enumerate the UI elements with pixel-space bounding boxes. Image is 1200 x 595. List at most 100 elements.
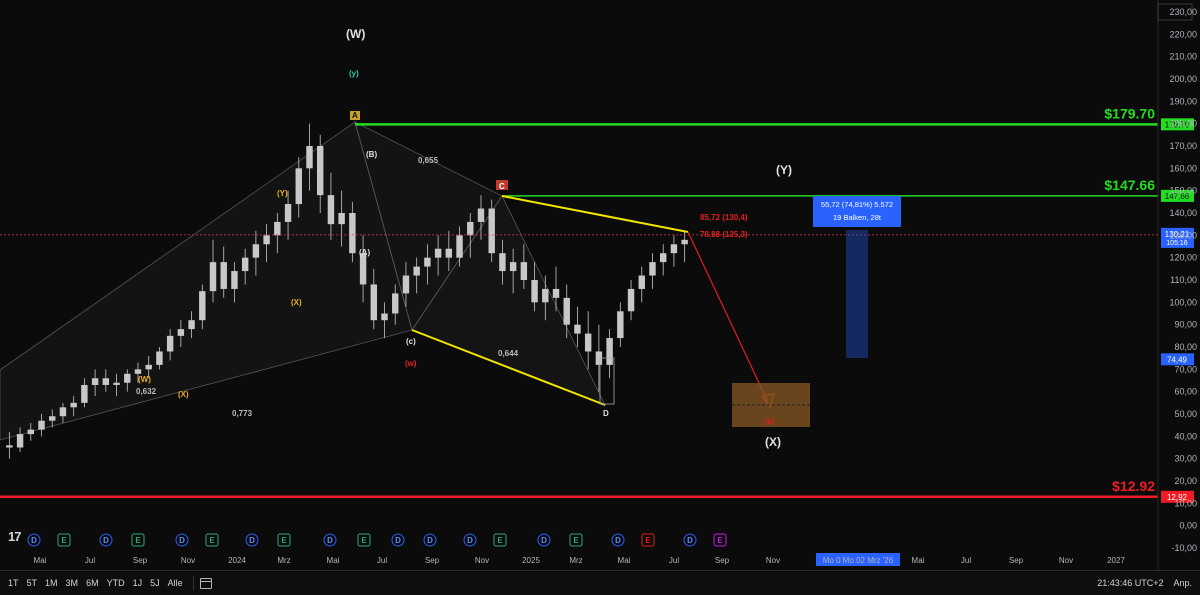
timeframe-1M[interactable]: 1M [45,578,58,588]
candle-body [638,275,645,289]
candle-body [134,369,142,374]
candle-body [231,271,238,289]
x-tick-label: Nov [181,556,195,565]
calendar-icon[interactable] [199,577,212,589]
dividend-badge [323,533,337,547]
timeframe-6M[interactable]: 6M [86,578,99,588]
dividend-badge-text: D [249,536,255,545]
candle-body [156,351,163,365]
wave-X-big: (X) [765,435,781,449]
timeframe-3M[interactable]: 3M [65,578,79,588]
candle-body [659,253,667,263]
y-tick-label: 0,00 [1179,521,1197,531]
fib-label-1: 0,655 [418,156,439,165]
y-tick-label: 220,00 [1169,29,1197,39]
timeframe-YTD[interactable]: YTD [106,578,125,588]
y-tick-label: 120,00 [1169,253,1197,263]
tradingview-logo: 17 [8,529,22,544]
earnings-badge [277,533,291,547]
y-tick-label: 170,00 [1169,141,1197,151]
x-tick-label: Sep [133,556,148,565]
candle-body [38,420,45,430]
candle-body [252,244,260,258]
earnings-badge [57,533,71,547]
x-range-highlight [816,553,900,566]
timeframe-1J[interactable]: 1J [132,578,143,588]
earnings-badge-text: E [209,536,215,545]
x-tick-label: Mai [327,556,340,565]
x-tick-label: Jul [669,556,679,565]
candle-body [220,262,227,289]
dividend-badge-text: D [615,536,621,545]
timeframe-1T[interactable]: 1T [8,578,19,588]
candle-body [209,262,217,292]
clock[interactable]: 21:43:46 UTC+2 [1097,578,1164,588]
dividend-badge [27,533,41,547]
candle-body [102,378,110,385]
candle-body [166,335,174,352]
dividend-badge-text: D [687,536,693,545]
candle-body [499,253,506,272]
candle-body [124,373,131,383]
timeframe-5J[interactable]: 5J [150,578,160,588]
candle-body [274,221,281,236]
candle-body [145,364,152,370]
price-level-tag [1161,490,1194,503]
candle-body [467,221,474,236]
candle-body [434,248,442,258]
price-level-tag [1161,118,1194,131]
x-tick-label: Mrz [569,556,582,565]
candle-body [91,378,99,385]
dividend-badge-text: D [103,536,109,545]
y-tick-label: 190,00 [1169,96,1197,106]
x-tick-label: Mai [912,556,925,565]
earnings-badge-text: E [645,536,651,545]
x-tick-label: 2025 [522,556,540,565]
wave-B: (B) [366,150,377,159]
dividend-badge [463,533,477,547]
dividend-badge [245,533,259,547]
candle-body [338,213,345,225]
x-tick-label: Mai [34,556,47,565]
earnings-badge-text: E [281,536,287,545]
earnings-badge [131,533,145,547]
candle-body [16,434,24,448]
timeframe-Alle[interactable]: Alle [167,578,183,588]
current-price-tag [1161,227,1194,248]
price-axis[interactable]: 230,00 220,00 210,00 200,00 190,00 180,00 170,… [1157,0,1197,570]
x-range-label: Mo 0 Mo 02 Mrz '26 [823,556,894,565]
candle-body [316,146,324,196]
projection-arrow [687,231,769,403]
channel-lower-line [411,329,606,406]
y-tick-label: 50,00 [1174,409,1197,419]
dividend-badge [391,533,405,547]
y-tick-label: 140,00 [1169,208,1197,218]
wave-A-cap: (A) [359,248,370,257]
time-axis[interactable]: Mai Jul Sep Nov 2024 Mrz Mai Jul Sep Nov 2025 Mrz Ma… [34,553,1126,566]
earnings-badge-text: E [361,536,367,545]
y-tick-label: 230,00 [1169,7,1197,17]
y-tick-label: 10,00 [1174,498,1197,508]
timeframe-5T[interactable]: 5T [26,578,38,588]
x-tick-label: 2024 [228,556,246,565]
price-level-label: $12.92 [1112,478,1155,494]
price-chart[interactable]: $179.70 179,70 $147.66 147,66 $12.92 12,92 130… [0,0,1200,570]
candle-body [177,329,185,336]
dividend-badge-text: D [179,536,185,545]
drawing-overlays [411,195,868,427]
price-level-tag-text: 12,92 [1167,493,1188,502]
axis-settings-icon[interactable] [1157,3,1193,21]
wave-Y-small: (Y) [277,189,288,198]
dividend-badge-text: D [31,536,37,545]
wave-C: C [499,182,505,191]
y-tick-label: 20,00 [1174,476,1197,486]
wave-y-small: (y) [349,69,359,78]
candle-body [649,262,656,276]
adjust-button[interactable]: Anp. [1173,578,1192,588]
low-marker-text: 74,49 [1167,355,1188,364]
candle-body [445,248,453,258]
candle-body [284,204,292,222]
measure-tooltip: 55,72 (74,81%) 5.572 19 Balken, 28t [813,196,901,227]
x-tick-label: Mai [618,556,631,565]
